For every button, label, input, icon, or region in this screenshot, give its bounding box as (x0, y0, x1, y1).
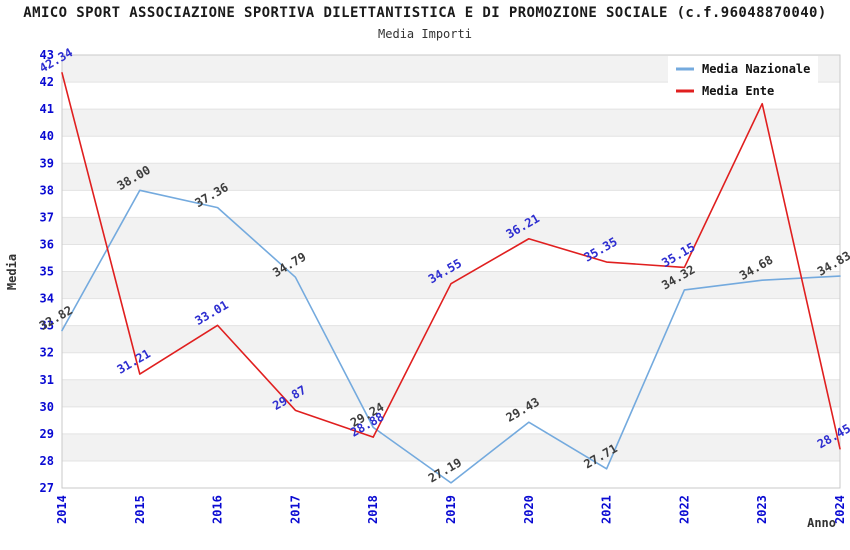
x-tick-label: 2014 (55, 495, 69, 524)
y-tick-label: 38 (40, 183, 54, 197)
x-tick-label: 2022 (677, 495, 691, 524)
grid-band (62, 244, 840, 272)
grid-band (62, 109, 840, 137)
grid-band (62, 163, 840, 191)
y-tick-label: 41 (40, 102, 54, 116)
grid-band (62, 433, 840, 461)
y-tick-label: 31 (40, 373, 54, 387)
grid-band (62, 136, 840, 164)
grid-band (62, 379, 840, 407)
grid-band (62, 352, 840, 380)
grid-band (62, 298, 840, 326)
series-line-media-ente (61, 72, 841, 450)
y-tick-label: 39 (40, 156, 54, 170)
chart-title: AMICO SPORT ASSOCIAZIONE SPORTIVA DILETT… (23, 5, 827, 21)
y-tick-label: 33 (40, 319, 54, 333)
grid-band (62, 190, 840, 218)
y-tick-label: 27 (40, 481, 54, 495)
y-tick-label: 30 (40, 400, 54, 414)
legend-box (668, 56, 818, 102)
grid-band (62, 217, 840, 245)
y-tick-label: 37 (40, 210, 54, 224)
x-tick-label: 2015 (133, 495, 147, 524)
y-tick-label: 36 (40, 237, 54, 251)
chart-subtitle: Media Importi (378, 27, 472, 41)
plot-border (61, 54, 841, 489)
x-tick-label: 2019 (444, 495, 458, 524)
grid-band (62, 325, 840, 353)
x-tick-label: 2016 (211, 495, 225, 524)
x-tick-label: 2017 (288, 495, 302, 524)
series-line-media-nazionale (61, 189, 841, 484)
x-tick-label: 2023 (755, 495, 769, 524)
x-tick-label: 2024 (833, 495, 847, 524)
y-tick-label: 29 (40, 427, 54, 441)
y-tick-label: 32 (40, 346, 54, 360)
x-tick-label: 2021 (600, 495, 614, 524)
y-tick-label: 28 (40, 454, 54, 468)
x-tick-label: 2020 (522, 495, 536, 524)
y-tick-label: 43 (40, 48, 54, 62)
legend-label: Media Nazionale (702, 62, 810, 76)
y-tick-label: 40 (40, 129, 54, 143)
y-tick-label: 42 (40, 75, 54, 89)
y-tick-label: 35 (40, 265, 54, 279)
y-axis-title: Media (5, 254, 19, 290)
grid-band (62, 406, 840, 434)
legend-label: Media Ente (702, 84, 774, 98)
x-axis-title: Anno (807, 516, 836, 530)
y-tick-label: 34 (40, 292, 54, 306)
x-tick-label: 2018 (366, 495, 380, 524)
